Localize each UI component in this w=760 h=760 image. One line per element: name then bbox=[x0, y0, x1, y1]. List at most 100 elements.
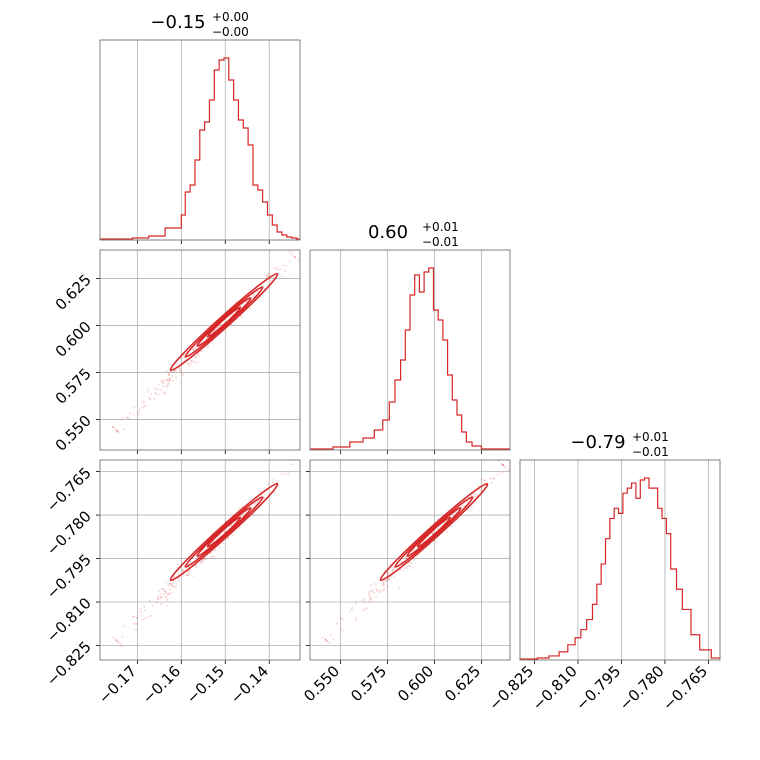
scatter-point bbox=[165, 592, 168, 595]
scatter-point bbox=[112, 426, 115, 429]
scatter-panel-2-0 bbox=[96, 459, 301, 664]
scatter-point bbox=[456, 519, 459, 522]
scatter-point bbox=[172, 379, 175, 382]
scatter-point bbox=[324, 638, 327, 641]
scatter-point bbox=[370, 590, 373, 593]
scatter-point bbox=[297, 259, 300, 262]
scatter-point bbox=[339, 617, 342, 620]
scatter-point bbox=[388, 578, 391, 581]
scatter-point bbox=[178, 368, 181, 371]
scatter-point bbox=[218, 546, 221, 549]
scatter-point bbox=[175, 362, 178, 365]
scatter-point bbox=[434, 540, 437, 543]
scatter-point bbox=[182, 575, 185, 578]
scatter-point bbox=[123, 624, 126, 627]
scatter-point bbox=[129, 412, 132, 415]
scatter-point bbox=[368, 601, 371, 604]
scatter-point bbox=[115, 639, 118, 642]
scatter-point bbox=[470, 494, 473, 497]
scatter-point bbox=[475, 494, 478, 497]
scatter-point bbox=[373, 592, 376, 595]
histogram-panel-2: −0.79 +0.01−0.01 bbox=[519, 430, 720, 664]
scatter-point bbox=[342, 629, 345, 632]
scatter-point bbox=[348, 610, 351, 613]
scatter-point bbox=[139, 608, 142, 611]
scatter-point bbox=[149, 614, 152, 617]
scatter-point bbox=[163, 392, 166, 395]
scatter-point bbox=[141, 618, 144, 621]
contour-level-3 bbox=[206, 516, 242, 548]
scatter-point bbox=[161, 385, 164, 388]
histogram-step-line bbox=[309, 267, 510, 450]
scatter-point bbox=[182, 373, 185, 376]
scatter-point bbox=[369, 597, 372, 600]
scatter-point bbox=[410, 561, 413, 564]
scatter-point bbox=[190, 360, 193, 363]
scatter-point bbox=[162, 587, 165, 590]
scatter-point bbox=[169, 582, 172, 585]
scatter-point bbox=[160, 388, 163, 391]
x-tick-label: −0.780 bbox=[616, 662, 668, 714]
scatter-point bbox=[166, 384, 169, 387]
scatter-panel-2-1 bbox=[306, 459, 511, 664]
scatter-point bbox=[176, 581, 179, 584]
scatter-point bbox=[157, 393, 160, 396]
scatter-point bbox=[387, 571, 390, 574]
panel-frame bbox=[309, 459, 511, 661]
scatter-point bbox=[375, 588, 378, 591]
scatter-point bbox=[146, 390, 149, 393]
scatter-point bbox=[164, 385, 167, 388]
scatter-point bbox=[121, 645, 124, 648]
scatter-point bbox=[267, 272, 270, 275]
scatter-point bbox=[169, 377, 172, 380]
scatter-point bbox=[169, 583, 172, 586]
scatter-point bbox=[259, 296, 262, 299]
scatter-point bbox=[375, 595, 378, 598]
scatter-point bbox=[502, 464, 505, 467]
scatter-point bbox=[119, 642, 122, 645]
scatter-point bbox=[213, 549, 216, 552]
scatter-point bbox=[168, 379, 171, 382]
y-tick-label: 0.625 bbox=[52, 271, 95, 314]
scatter-point bbox=[502, 464, 505, 467]
scatter-point bbox=[159, 596, 162, 599]
scatter-point bbox=[263, 486, 266, 489]
contour-level-0 bbox=[169, 482, 279, 582]
scatter-point bbox=[492, 477, 495, 480]
scatter-point bbox=[365, 607, 368, 610]
scatter-point bbox=[406, 564, 409, 567]
scatter-point bbox=[263, 496, 266, 499]
scatter-point bbox=[154, 391, 157, 394]
scatter-point bbox=[116, 430, 119, 433]
scatter-point bbox=[267, 272, 270, 275]
scatter-point bbox=[164, 595, 167, 598]
scatter-point bbox=[115, 428, 118, 431]
scatter-point bbox=[443, 521, 446, 524]
contour-level-0 bbox=[379, 482, 489, 582]
scatter-point bbox=[502, 464, 505, 467]
contour-level-2 bbox=[196, 297, 252, 347]
scatter-point bbox=[139, 610, 142, 613]
scatter-point bbox=[280, 267, 283, 270]
scatter-point bbox=[294, 256, 297, 259]
scatter-point bbox=[288, 260, 291, 263]
scatter-point bbox=[385, 578, 388, 581]
scatter-point bbox=[484, 479, 487, 482]
scatter-point bbox=[271, 478, 274, 481]
scatter-point bbox=[159, 593, 162, 596]
scatter-point bbox=[454, 511, 457, 514]
scatter-point bbox=[159, 596, 162, 599]
scatter-point bbox=[354, 602, 357, 605]
scatter-point bbox=[177, 573, 180, 576]
panel-title-upper-1: +0.01 bbox=[422, 220, 459, 234]
scatter-point bbox=[116, 430, 119, 433]
scatter-point bbox=[165, 596, 168, 599]
scatter-point bbox=[201, 350, 204, 353]
scatter-point bbox=[367, 593, 370, 596]
scatter-point bbox=[223, 531, 226, 534]
scatter-point bbox=[171, 375, 174, 378]
scatter-point bbox=[187, 571, 190, 574]
scatter-point bbox=[116, 429, 119, 432]
scatter-point bbox=[167, 382, 170, 385]
